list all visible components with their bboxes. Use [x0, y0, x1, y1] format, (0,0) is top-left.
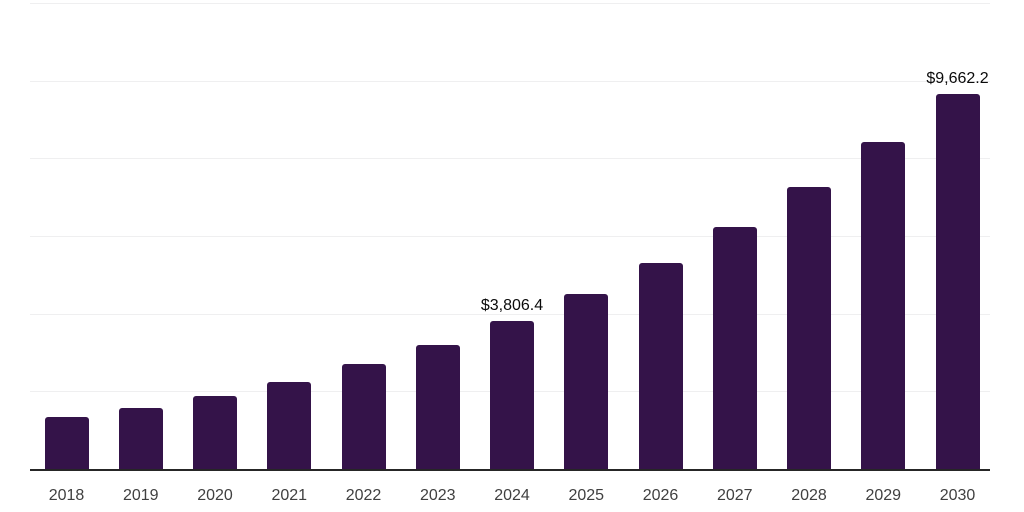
bar-value-label-2024: $3,806.4 — [480, 297, 544, 315]
bar-2023 — [415, 344, 460, 469]
x-tick-label-2028: 2028 — [791, 487, 827, 504]
bar-2020 — [193, 395, 237, 469]
bar-value-label-2030: $9,662.2 — [926, 69, 989, 87]
gridline — [30, 3, 990, 4]
gridline — [30, 80, 990, 82]
x-tick-label-2027: 2027 — [716, 487, 753, 504]
bar-2022 — [341, 364, 386, 469]
x-tick-label-2018: 2018 — [48, 487, 85, 504]
gridline — [30, 158, 990, 160]
bar-2027 — [712, 227, 757, 469]
bar-2026 — [638, 263, 683, 469]
x-tick-label-2024: 2024 — [494, 487, 530, 504]
x-tick-label-2029: 2029 — [865, 487, 902, 504]
x-tick-label-2023: 2023 — [419, 487, 456, 504]
x-tick-label-2022: 2022 — [345, 487, 382, 504]
bar-2030 — [935, 93, 980, 469]
x-tick-label-2019: 2019 — [122, 487, 159, 504]
x-tick-label-2020: 2020 — [197, 487, 233, 504]
bar-2024 — [490, 321, 534, 469]
x-tick-label-2026: 2026 — [642, 487, 679, 504]
x-tick-label-2030: 2030 — [939, 487, 976, 504]
bar-2021 — [267, 381, 312, 469]
bar-2018 — [44, 417, 89, 469]
x-tick-label-2021: 2021 — [271, 487, 308, 504]
bar-2029 — [861, 142, 906, 469]
gridline — [30, 236, 990, 237]
bar-2025 — [564, 293, 609, 469]
bar-2028 — [787, 186, 831, 469]
x-axis-line — [30, 469, 990, 471]
bar-2019 — [118, 408, 163, 469]
x-tick-label-2025: 2025 — [568, 487, 605, 504]
